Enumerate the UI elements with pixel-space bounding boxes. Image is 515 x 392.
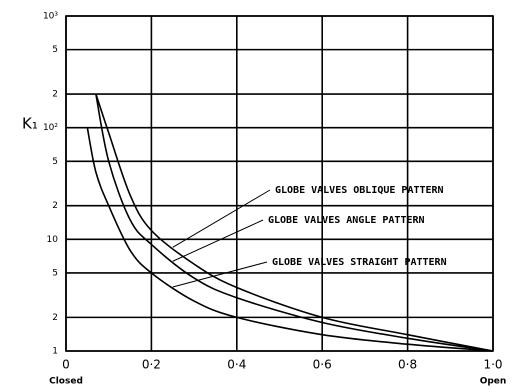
- curve: [95, 93, 494, 352]
- y-tick-label: 2: [52, 201, 58, 211]
- x-end-label: Open: [480, 377, 507, 387]
- x-tick-label: 0·6: [313, 358, 332, 372]
- plot-border: [65, 15, 494, 352]
- x-tick-label: 0·4: [227, 358, 246, 372]
- x-end-label: Closed: [49, 377, 83, 387]
- y-tick-label: 10: [47, 235, 59, 245]
- x-tick-label: 0: [62, 358, 70, 372]
- curve: [86, 127, 494, 352]
- y-tick-label: 2: [52, 90, 58, 100]
- y-tick-label: 10²: [43, 123, 58, 133]
- leader-line: [172, 189, 271, 248]
- y-axis-label: K₁: [22, 115, 38, 133]
- series-label: GLOBE VALVES STRAIGHT PATTERN: [272, 257, 447, 268]
- x-tick-label: 0·8: [398, 358, 417, 372]
- x-tick-label: 1·0: [483, 358, 502, 372]
- curve: [95, 93, 494, 352]
- y-tick-label: 5: [52, 157, 58, 167]
- leader-line: [172, 261, 268, 288]
- y-tick-label: 2: [52, 313, 58, 323]
- leader-line: [172, 219, 264, 262]
- series-label: GLOBE VALVES ANGLE PATTERN: [268, 215, 425, 226]
- y-tick-label: 5: [52, 268, 58, 278]
- y-tick-label: 10³: [43, 12, 58, 22]
- y-tick-label: 5: [52, 45, 58, 55]
- y-tick-label: 1: [52, 347, 58, 357]
- x-tick-label: 0·2: [142, 358, 161, 372]
- series-label: GLOBE VALVES OBLIQUE PATTERN: [275, 185, 444, 196]
